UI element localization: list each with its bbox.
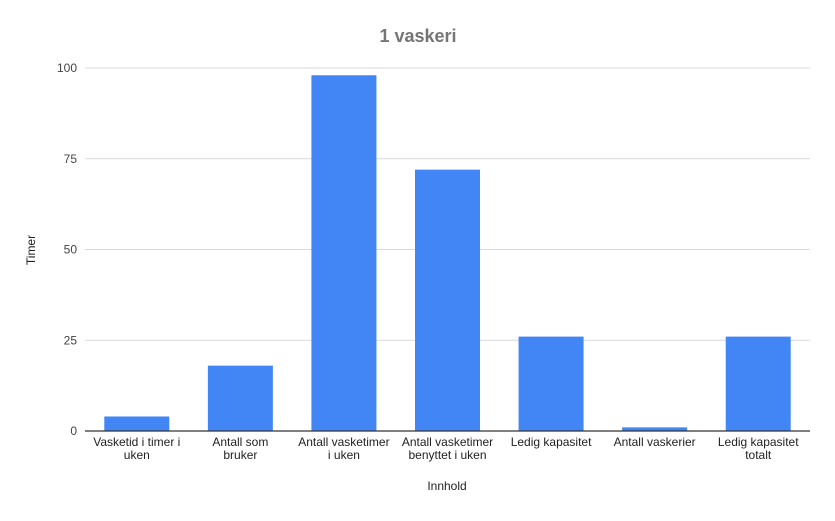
x-axis-label: Innhold <box>427 479 466 493</box>
y-axis-label: Timer <box>24 235 38 265</box>
x-category-label: Antall vasketimer benyttet i uken <box>402 435 493 462</box>
x-category-label: Antall vasketimer i uken <box>298 435 389 462</box>
bar <box>725 336 791 431</box>
x-category-label: Antall vaskerier <box>614 435 696 449</box>
bar <box>415 169 480 431</box>
y-tick-label: 25 <box>64 333 78 347</box>
bar <box>311 75 377 431</box>
bar <box>207 365 273 431</box>
x-category-label: Ledig kapasitet totalt <box>718 435 799 462</box>
y-tick-label: 100 <box>57 61 77 75</box>
bar <box>622 427 688 431</box>
bar <box>104 416 170 431</box>
bar <box>518 336 584 431</box>
x-category-label: Vasketid i timer i uken <box>93 435 180 462</box>
y-tick-label: 50 <box>64 243 78 257</box>
bars <box>104 75 791 431</box>
chart-title: 1 vaskeri <box>379 26 456 46</box>
x-category-label: Antall som bruker <box>212 435 268 462</box>
x-category-label: Ledig kapasitet <box>511 435 592 449</box>
x-axis-categories: Vasketid i timer i uken Antall som bruker An… <box>93 435 799 462</box>
y-axis-ticks: 0 25 50 75 100 <box>57 61 77 438</box>
y-tick-label: 0 <box>70 424 77 438</box>
y-tick-label: 75 <box>64 152 78 166</box>
